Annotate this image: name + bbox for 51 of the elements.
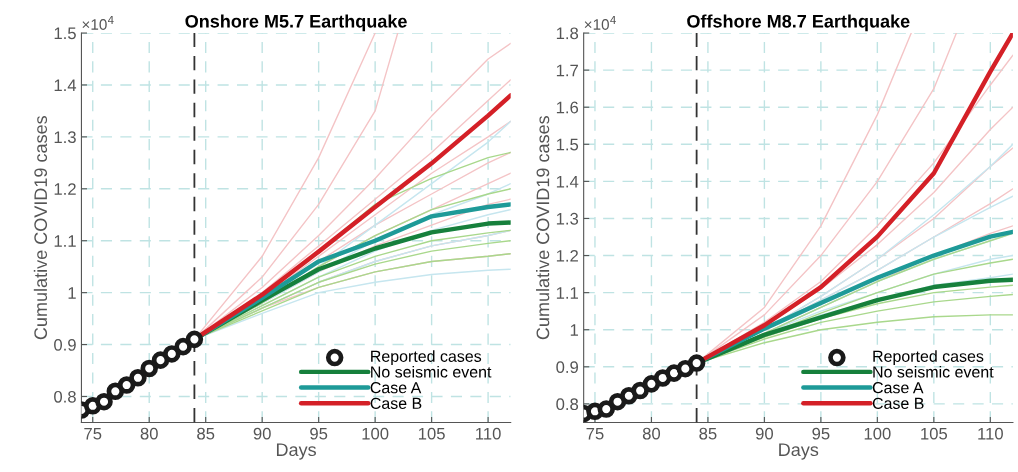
- text: ×10$^{4}$: [82, 16, 114, 30]
- x-tick-label: 105: [921, 427, 948, 440]
- x-tick-label: 80: [642, 427, 661, 440]
- chart-title: Offshore M8.7 Earthquake: [687, 14, 910, 32]
- legend-label: Case A: [872, 382, 924, 394]
- y-axis-title: Cumulative COVID19 cases: [536, 116, 550, 340]
- y-tick-label: 1.5: [54, 27, 76, 40]
- y-tick-label: 1.7: [556, 64, 578, 77]
- legend-label: No seismic event: [873, 365, 994, 378]
- legend-label: Case B: [370, 397, 422, 409]
- chart-title: Onshore M5.7 Earthquake: [185, 14, 407, 32]
- x-tick-label: 85: [699, 427, 717, 440]
- y-tick-label: 1.1: [556, 287, 578, 299]
- y-tick-label: 1.6: [556, 101, 579, 114]
- legend-label: Case A: [370, 382, 422, 394]
- y-tick-label: 0.8: [54, 390, 76, 403]
- legend-label: Reported cases: [371, 350, 482, 366]
- x-tick-label: 80: [140, 427, 158, 440]
- y-tick-label: 0.9: [54, 338, 76, 351]
- x-axis-title: Days: [276, 443, 316, 460]
- y-tick-label: 1.2: [54, 183, 76, 195]
- x-tick-label: 85: [197, 427, 215, 440]
- x-tick-label: 90: [253, 427, 271, 440]
- y-tick-label: 1.4: [54, 79, 77, 91]
- y-tick-label: 0.9: [556, 361, 579, 374]
- y-tick-label: 1.3: [556, 212, 579, 225]
- y-tick-label: 1.2: [556, 249, 578, 262]
- y-tick-label: 1.5: [556, 138, 579, 151]
- y-tick-label: 1.8: [556, 27, 579, 40]
- x-tick-label: 95: [310, 427, 328, 440]
- x-tick-label: 75: [586, 427, 604, 440]
- x-tick-label: 95: [812, 427, 830, 440]
- y-tick-label: 1: [570, 324, 578, 336]
- legend-label: Reported cases: [873, 350, 984, 366]
- legend-label: Case B: [872, 397, 924, 409]
- y-axis-title: Cumulative COVID19 cases: [33, 116, 48, 340]
- x-tick-label: 90: [755, 427, 774, 440]
- x-axis-title: Days: [779, 443, 819, 460]
- x-tick-label: 110: [978, 427, 1003, 440]
- y-tick-label: 1.1: [54, 235, 76, 247]
- legend-label: No seismic event: [371, 365, 492, 378]
- text: ×10$^{4}$: [584, 16, 616, 30]
- x-tick-label: 110: [476, 427, 501, 440]
- x-tick-label: 100: [362, 427, 389, 440]
- y-tick-label: 1: [68, 287, 76, 299]
- y-tick-label: 0.8: [556, 398, 579, 411]
- y-tick-label: 1.4: [556, 175, 579, 188]
- x-tick-label: 105: [418, 427, 445, 440]
- x-tick-label: 100: [864, 427, 891, 440]
- x-tick-label: 75: [84, 427, 102, 440]
- y-tick-label: 1.3: [54, 131, 76, 144]
